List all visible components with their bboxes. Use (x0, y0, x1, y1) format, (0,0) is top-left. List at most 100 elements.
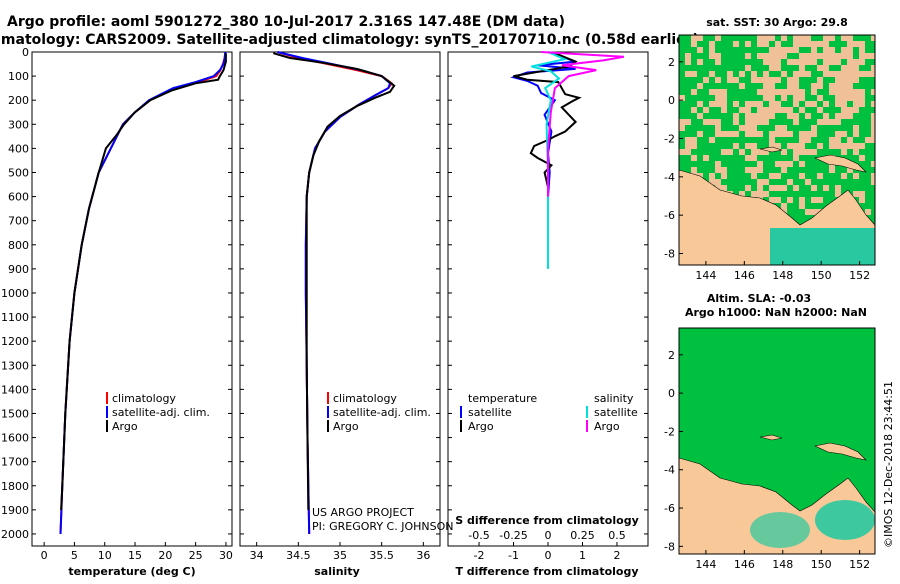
x-tick-label: -1 (508, 549, 519, 562)
cloud-pixel (817, 77, 823, 83)
cloud-pixel (751, 77, 757, 83)
cloud-pixel (835, 89, 841, 95)
cloud-pixel (763, 113, 769, 119)
cloud-pixel (823, 101, 829, 107)
cloud-pixel (859, 95, 865, 101)
lon-tick-label: 146 (734, 269, 755, 282)
cloud-pixel (841, 71, 847, 77)
cloud-pixel (763, 59, 769, 65)
cloud-pixel (835, 95, 841, 101)
cloud-pixel (751, 173, 757, 179)
cloud-pixel (811, 101, 817, 107)
lon-tick-label: 152 (849, 269, 870, 282)
cloud-pixel (805, 113, 811, 119)
cloud-pixel (847, 71, 853, 77)
cloud-pixel (811, 131, 817, 137)
cloud-pixel (763, 179, 769, 185)
cloud-pixel (805, 71, 811, 77)
cloud-pixel (841, 113, 847, 119)
cloud-pixel (757, 113, 763, 119)
cloud-pixel (763, 95, 769, 101)
cloud-pixel (709, 71, 715, 77)
imos-timestamp: ©IMOS 12-Dec-2018 23:44:51 (882, 381, 895, 548)
cloud-pixel (715, 119, 721, 125)
pressure-tick-label: 600 (8, 191, 29, 204)
cloud-pixel (757, 161, 763, 167)
series-line-satellite-adj-clim- (277, 51, 392, 535)
cloud-pixel (871, 173, 875, 179)
cloud-pixel (799, 197, 805, 203)
lat-tick-label: -8 (664, 540, 675, 553)
temperature-xlabel: temperature (deg C) (68, 565, 195, 578)
cloud-pixel (871, 89, 875, 95)
cloud-pixel (811, 41, 817, 47)
cloud-pixel (763, 191, 769, 197)
cloud-pixel (841, 89, 847, 95)
cloud-pixel (715, 89, 721, 95)
cloud-pixel (745, 53, 751, 59)
cloud-pixel (871, 119, 875, 125)
cloud-pixel (787, 77, 793, 83)
cloud-pixel (757, 149, 763, 155)
legend-satellite-label: satellite-adj. clim. (333, 406, 431, 419)
cloud-pixel (751, 131, 757, 137)
cloud-pixel (769, 113, 775, 119)
cloud-pixel (823, 53, 829, 59)
pressure-tick-label: 200 (8, 94, 29, 107)
cloud-pixel (721, 149, 727, 155)
lat-tick-label: 2 (668, 56, 675, 69)
difference-legend: temperature salinity satellite Argo sate… (460, 392, 638, 433)
cloud-pixel (799, 71, 805, 77)
cloud-pixel (763, 41, 769, 47)
cloud-pixel (775, 53, 781, 59)
cloud-pixel (721, 173, 727, 179)
cloud-pixel (859, 197, 865, 203)
cloud-pixel (793, 119, 799, 125)
cloud-pixel (847, 137, 853, 143)
cloud-pixel (745, 101, 751, 107)
cloud-pixel (841, 173, 847, 179)
cloud-pixel (721, 107, 727, 113)
cloud-pixel (745, 131, 751, 137)
lon-tick-label: 150 (811, 269, 832, 282)
cloud-pixel (865, 71, 871, 77)
cloud-pixel (721, 95, 727, 101)
temperature-plot: 0 5 10 15 20 25 30 (41, 51, 233, 562)
cloud-pixel (781, 71, 787, 77)
sst-cloud-mask (679, 35, 875, 215)
pressure-tick-label: 300 (8, 118, 29, 131)
cloud-pixel (685, 143, 691, 149)
cloud-pixel (853, 125, 859, 131)
cloud-pixel (691, 89, 697, 95)
legend-s-argo-label: Argo (594, 420, 620, 433)
cloud-pixel (787, 89, 793, 95)
cloud-pixel (853, 107, 859, 113)
coastal-shallow (770, 228, 875, 265)
lon-tick-label: 146 (734, 558, 755, 571)
cloud-pixel (721, 167, 727, 173)
cloud-pixel (793, 71, 799, 77)
cloud-pixel (769, 143, 775, 149)
cloud-pixel (811, 125, 817, 131)
series-line-argo (273, 52, 396, 510)
cloud-pixel (715, 131, 721, 137)
cloud-pixel (691, 155, 697, 161)
cloud-pixel (709, 89, 715, 95)
cloud-pixel (751, 119, 757, 125)
x-tick-label: 35.5 (369, 549, 394, 562)
cloud-pixel (805, 41, 811, 47)
cloud-pixel (835, 185, 841, 191)
cloud-pixel (823, 65, 829, 71)
cloud-pixel (775, 161, 781, 167)
cloud-pixel (841, 53, 847, 59)
cloud-pixel (739, 125, 745, 131)
x2-tick-label: -0.25 (499, 529, 527, 542)
sla-anomaly-patch (750, 512, 810, 548)
cloud-pixel (781, 149, 787, 155)
cloud-pixel (871, 101, 875, 107)
series-line-climatology (59, 51, 227, 535)
cloud-pixel (799, 173, 805, 179)
cloud-pixel (853, 41, 859, 47)
cloud-pixel (811, 209, 817, 215)
cloud-pixel (769, 53, 775, 59)
